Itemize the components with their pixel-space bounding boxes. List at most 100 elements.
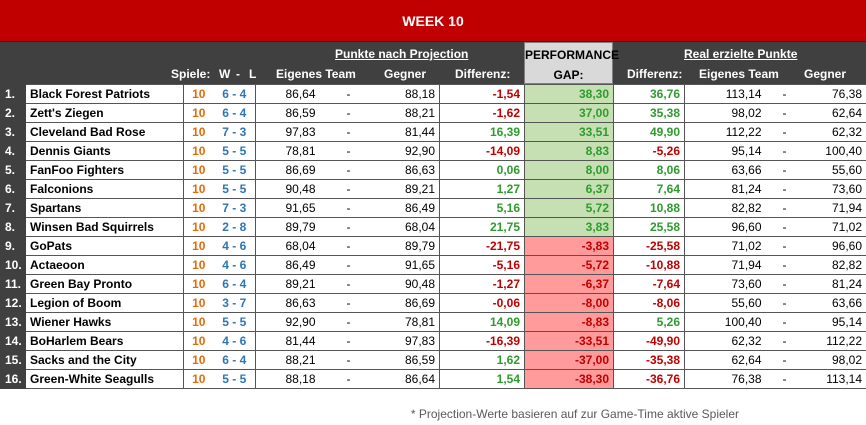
real-opponent-score: 82,82 — [803, 255, 866, 275]
separator: - — [319, 122, 378, 142]
projected-difference: 1,62 — [439, 350, 525, 370]
team-name: Dennis Giants — [25, 141, 184, 161]
separator: - — [765, 217, 804, 237]
real-difference: 36,76 — [613, 84, 685, 104]
projected-difference: 14,09 — [439, 312, 525, 332]
projected-own-score: 92,90 — [255, 312, 320, 332]
real-difference-header: Differenz: — [627, 67, 683, 81]
losses-header: L — [249, 67, 257, 81]
win-loss-record: 6 - 4 — [213, 84, 256, 104]
real-difference: 10,88 — [613, 198, 685, 218]
separator: - — [765, 84, 804, 104]
projected-own-score: 90,48 — [255, 179, 320, 199]
table-row: 2. Zett's Ziegen 10 6 - 4 86,59-88,21 -1,62 37… — [0, 103, 866, 123]
real-own-score: 96,60 — [684, 217, 766, 237]
games-played: 10 — [183, 84, 214, 104]
performance-gap: -8,00 — [524, 293, 614, 313]
performance-gap: 8,00 — [524, 160, 614, 180]
win-loss-record: 6 - 4 — [213, 274, 256, 294]
projected-own-score: 86,64 — [255, 84, 320, 104]
projected-own-score: 86,59 — [255, 103, 320, 123]
projected-difference: -21,75 — [439, 236, 525, 256]
performance-gap: 33,51 — [524, 122, 614, 142]
separator: - — [765, 179, 804, 199]
table-row: 4. Dennis Giants 10 5 - 5 78,81-92,90 -14,09 8… — [0, 141, 866, 161]
team-name: Actaeoon — [25, 255, 184, 275]
performance-gap: -33,51 — [524, 331, 614, 351]
real-opponent-score: 112,22 — [803, 331, 866, 351]
real-difference: 8,06 — [613, 160, 685, 180]
table-row: 16. Green-White Seagulls 10 5 - 5 88,18-86,6… — [0, 369, 866, 389]
standings-table: 1. Black Forest Patriots 10 6 - 4 86,64-88,1… — [0, 84, 866, 389]
projected-own-score: 68,04 — [255, 236, 320, 256]
real-difference: 25,58 — [613, 217, 685, 237]
team-name: Falconions — [25, 179, 184, 199]
real-opponent-score: 100,40 — [803, 141, 866, 161]
win-loss-record: 3 - 7 — [213, 293, 256, 313]
projected-own-score: 86,69 — [255, 160, 320, 180]
projected-opponent-score: 86,49 — [377, 198, 440, 218]
separator: - — [319, 312, 378, 332]
separator: - — [319, 198, 378, 218]
separator: - — [765, 350, 804, 370]
real-own-team-header: Eigenes Team — [699, 67, 779, 81]
team-name: Black Forest Patriots — [25, 84, 184, 104]
table-row: 13. Wiener Hawks 10 5 - 5 92,90-78,81 14,09 -8… — [0, 312, 866, 332]
projected-opponent-score: 86,69 — [377, 293, 440, 313]
rank-cell: 12. — [0, 293, 26, 313]
real-difference: -10,88 — [613, 255, 685, 275]
separator: - — [765, 141, 804, 161]
real-own-score: 112,22 — [684, 122, 766, 142]
difference-header: Differenz: — [455, 67, 511, 81]
real-difference: -5,26 — [613, 141, 685, 161]
games-played: 10 — [183, 122, 214, 142]
real-difference: -8,06 — [613, 293, 685, 313]
separator: - — [319, 293, 378, 313]
real-own-score: 55,60 — [684, 293, 766, 313]
table-row: 6. Falconions 10 5 - 5 90,48-89,21 1,27 6,37 7,… — [0, 179, 866, 199]
real-difference: -35,38 — [613, 350, 685, 370]
performance-gap: 8,83 — [524, 141, 614, 161]
team-name: Winsen Bad Squirrels — [25, 217, 184, 237]
performance-gap: 3,83 — [524, 217, 614, 237]
table-row: 14. BoHarlem Bears 10 4 - 6 81,44-97,83 -16,3… — [0, 331, 866, 351]
win-loss-record: 5 - 5 — [213, 179, 256, 199]
real-opponent-score: 76,38 — [803, 84, 866, 104]
team-name: BoHarlem Bears — [25, 331, 184, 351]
games-played: 10 — [183, 293, 214, 313]
team-name: Cleveland Bad Rose — [25, 122, 184, 142]
games-played: 10 — [183, 160, 214, 180]
separator: - — [319, 350, 378, 370]
performance-gap: 6,37 — [524, 179, 614, 199]
wl-dash-header: - — [236, 67, 240, 81]
real-opponent-score: 62,64 — [803, 103, 866, 123]
real-difference: 49,90 — [613, 122, 685, 142]
opponent-header: Gegner — [384, 67, 427, 81]
real-opponent-score: 62,32 — [803, 122, 866, 142]
real-difference: -7,64 — [613, 274, 685, 294]
real-difference: -25,58 — [613, 236, 685, 256]
projected-difference: -1,27 — [439, 274, 525, 294]
projected-opponent-score: 78,81 — [377, 312, 440, 332]
real-own-score: 62,32 — [684, 331, 766, 351]
real-group-header: Real erzielte Punkte — [684, 47, 798, 61]
games-played: 10 — [183, 350, 214, 370]
games-played: 10 — [183, 255, 214, 275]
real-opponent-score: 55,60 — [803, 160, 866, 180]
table-row: 10. Actaeoon 10 4 - 6 86,49-91,65 -5,16 -5,72-… — [0, 255, 866, 275]
table-row: 5. FanFoo Fighters 10 5 - 5 86,69-86,63 0,06 8… — [0, 160, 866, 180]
projected-opponent-score: 97,83 — [377, 331, 440, 351]
real-own-score: 63,66 — [684, 160, 766, 180]
separator: - — [319, 369, 378, 389]
rank-cell: 9. — [0, 236, 26, 256]
games-played: 10 — [183, 179, 214, 199]
games-played: 10 — [183, 198, 214, 218]
rank-cell: 1. — [0, 84, 26, 104]
win-loss-record: 5 - 5 — [213, 369, 256, 389]
games-played: 10 — [183, 331, 214, 351]
performance-gap: -37,00 — [524, 350, 614, 370]
projected-difference: -16,39 — [439, 331, 525, 351]
performance-gap: 5,72 — [524, 198, 614, 218]
real-opponent-score: 98,02 — [803, 350, 866, 370]
separator: - — [765, 122, 804, 142]
